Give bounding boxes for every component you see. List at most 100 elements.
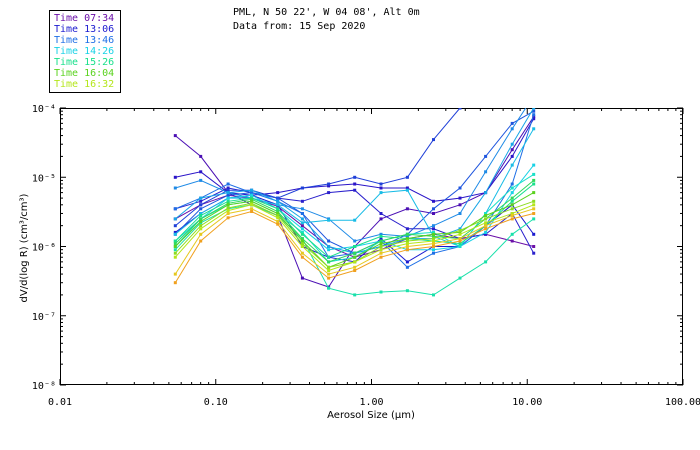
data-point [353,245,357,248]
data-point [327,182,331,186]
data-point [458,108,462,110]
data-point [484,221,488,225]
data-point [173,245,177,248]
data-point [300,245,304,248]
data-point [510,191,514,195]
data-point [379,186,383,190]
data-point [327,265,331,269]
data-point [432,237,435,241]
data-point [353,255,357,259]
data-point [532,199,536,203]
data-point [532,232,536,236]
data-point [532,113,536,117]
data-point [432,234,435,238]
data-point [432,138,435,142]
data-point [532,212,536,215]
data-point [276,220,280,223]
data-point [510,121,514,125]
data-point [405,186,409,190]
data-point [276,214,280,217]
legend-entry: Time 15:26 [54,57,114,68]
data-point [405,239,409,243]
data-point [300,232,304,236]
data-point [484,217,488,221]
data-point [226,188,230,192]
data-point [532,182,536,186]
legend-entry: Time 16:04 [54,68,114,79]
data-point [300,237,304,241]
data-point [510,232,514,236]
data-point [484,212,488,215]
data-point [484,191,488,195]
data-point [199,178,203,182]
data-point [300,217,304,221]
data-point [250,191,254,195]
data-point [300,227,304,231]
data-point [379,239,383,243]
data-point [300,212,304,215]
data-point [532,217,536,221]
data-point [532,94,535,97]
data-point [510,142,514,146]
data-point [353,182,357,186]
data-point [199,196,203,200]
data-point [327,260,331,264]
x-tick-label: 100.00 [665,397,700,408]
data-point [173,239,177,243]
data-point [173,242,177,246]
data-point [510,154,514,158]
data-point [173,248,177,252]
data-point [353,188,357,192]
data-point [405,232,409,236]
data-point [353,239,357,243]
data-point [300,255,304,259]
y-tick-label: 10⁻⁴ [32,104,56,115]
data-point [379,242,383,246]
data-point [199,207,203,211]
x-tick-label: 1.00 [359,397,383,408]
legend-entry: Time 14:26 [54,46,114,57]
data-point [250,207,254,211]
data-point [379,245,383,248]
data-point [432,245,435,248]
data-point [458,212,462,215]
data-point [532,109,536,113]
legend-entry: Time 13:46 [54,35,114,46]
data-point [250,193,254,197]
data-point [379,232,383,236]
data-point [405,260,409,264]
series-1706 [173,210,536,285]
data-point [199,203,203,207]
data-point [458,245,462,248]
data-point [199,170,203,174]
series-1148 [173,109,536,255]
y-tick-label: 10⁻⁷ [32,312,56,323]
data-point [405,237,409,241]
data-point [173,251,177,255]
x-tick-label: 0.10 [204,397,228,408]
data-point [276,199,280,203]
data-point [173,230,177,234]
data-point [432,224,435,228]
data-point [250,203,254,207]
data-point [405,289,409,293]
data-point [379,212,383,215]
data-point [484,86,487,89]
data-point [458,276,462,280]
series-1112 [173,83,514,228]
data-point [532,127,536,131]
legend-box [49,10,121,93]
data-point [353,251,357,255]
data-point [432,227,435,231]
data-point [511,83,514,86]
data-point [458,239,462,243]
data-point [300,199,304,203]
data-point [532,115,536,119]
data-point [484,224,488,228]
data-point [300,239,304,243]
data-point [432,251,435,255]
data-point [458,196,462,200]
data-point [300,242,304,246]
data-point [199,224,203,228]
data-point [532,163,536,167]
